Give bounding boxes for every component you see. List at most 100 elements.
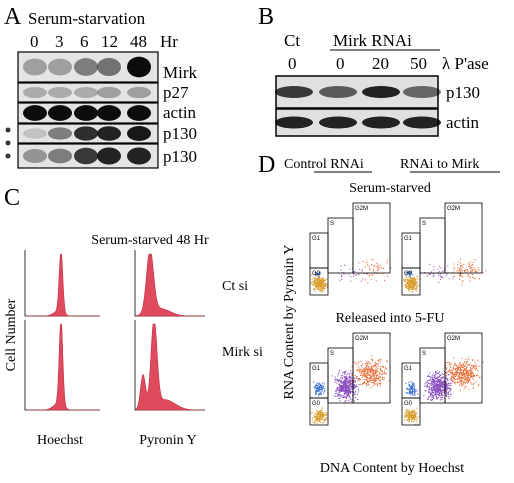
event-dot bbox=[341, 389, 343, 391]
event-dot bbox=[339, 395, 341, 397]
event-dot bbox=[415, 413, 417, 415]
event-dot bbox=[445, 275, 447, 277]
gate-label: G1 bbox=[404, 366, 413, 372]
event-dot bbox=[315, 274, 317, 276]
event-dot bbox=[386, 361, 388, 363]
event-dot bbox=[433, 269, 435, 271]
event-dot bbox=[345, 379, 347, 381]
event-dot bbox=[416, 285, 418, 287]
event-dot bbox=[415, 283, 417, 285]
event-dot bbox=[427, 374, 429, 376]
event-dot bbox=[462, 372, 464, 374]
event-dot bbox=[370, 376, 372, 378]
event-dot bbox=[412, 285, 414, 287]
event-dot bbox=[452, 278, 454, 280]
gate bbox=[309, 267, 329, 296]
event-dot bbox=[404, 279, 406, 281]
event-dot bbox=[337, 375, 339, 377]
event-dot bbox=[370, 377, 372, 379]
event-dot bbox=[456, 372, 458, 374]
event-dot bbox=[468, 364, 470, 366]
event-dot bbox=[322, 382, 324, 384]
event-dot bbox=[339, 394, 341, 396]
event-dot bbox=[415, 420, 417, 422]
event-dot bbox=[334, 379, 336, 381]
event-dot bbox=[477, 385, 479, 387]
event-dot bbox=[437, 389, 439, 391]
event-dot bbox=[454, 374, 456, 376]
event-dot bbox=[366, 374, 368, 376]
event-dot bbox=[415, 417, 417, 419]
event-dot bbox=[360, 372, 362, 374]
event-dot bbox=[323, 284, 325, 286]
event-dot bbox=[473, 269, 475, 271]
event-dot bbox=[445, 362, 447, 364]
event-dot bbox=[376, 272, 378, 274]
event-dot bbox=[349, 391, 351, 393]
event-dot bbox=[438, 386, 440, 388]
event-dot bbox=[408, 382, 410, 384]
event-dot bbox=[370, 366, 372, 368]
event-dot bbox=[452, 372, 454, 374]
event-dot bbox=[340, 382, 342, 384]
gate-label: G2M bbox=[447, 206, 460, 212]
event-dot bbox=[321, 280, 323, 282]
timepoint: 6 bbox=[80, 32, 89, 51]
event-dot bbox=[370, 355, 372, 357]
event-dot bbox=[437, 268, 439, 270]
event-dot bbox=[363, 371, 365, 373]
event-dot bbox=[362, 260, 364, 262]
event-dot bbox=[476, 270, 478, 272]
event-dot bbox=[460, 266, 462, 268]
event-dot bbox=[316, 272, 318, 274]
event-dot bbox=[447, 392, 449, 394]
event-dot bbox=[326, 285, 328, 287]
event-dot bbox=[345, 389, 347, 391]
event-dot bbox=[440, 275, 442, 277]
event-dot bbox=[315, 383, 317, 385]
event-dot bbox=[454, 362, 456, 364]
event-dot bbox=[461, 377, 463, 379]
event-dot bbox=[336, 389, 338, 391]
event-dot bbox=[366, 362, 368, 364]
event-dot bbox=[414, 288, 416, 290]
event-dot bbox=[344, 389, 346, 391]
event-dot bbox=[439, 390, 441, 392]
gate-label: G1 bbox=[312, 366, 321, 372]
event-dot bbox=[475, 270, 477, 272]
event-dot bbox=[430, 399, 432, 401]
event-dot bbox=[457, 267, 459, 269]
event-dot bbox=[467, 378, 469, 380]
event-dot bbox=[317, 419, 319, 421]
event-dot bbox=[376, 376, 378, 378]
event-dot bbox=[318, 386, 320, 388]
event-dot bbox=[466, 361, 468, 363]
event-dot bbox=[368, 383, 370, 385]
event-dot bbox=[347, 393, 349, 395]
event-dot bbox=[362, 382, 364, 384]
event-dot bbox=[317, 413, 319, 415]
event-dot bbox=[417, 284, 419, 286]
event-dot bbox=[464, 271, 466, 273]
event-dot bbox=[411, 291, 413, 293]
event-dot bbox=[321, 390, 323, 392]
event-dot bbox=[453, 275, 455, 277]
event-dot bbox=[436, 388, 438, 390]
event-dot bbox=[460, 372, 462, 374]
event-dot bbox=[351, 391, 353, 393]
event-dot bbox=[460, 271, 462, 273]
event-dot bbox=[374, 377, 376, 379]
event-dot bbox=[453, 377, 455, 379]
event-dot bbox=[485, 270, 487, 272]
event-dot bbox=[456, 365, 458, 367]
event-dot bbox=[429, 387, 431, 389]
event-dot bbox=[378, 267, 380, 269]
event-dot bbox=[458, 268, 460, 270]
event-dot bbox=[406, 283, 408, 285]
event-dot bbox=[347, 395, 349, 397]
event-dot bbox=[373, 378, 375, 380]
event-dot bbox=[385, 372, 387, 374]
event-dot bbox=[455, 373, 457, 375]
event-dot bbox=[408, 276, 410, 278]
